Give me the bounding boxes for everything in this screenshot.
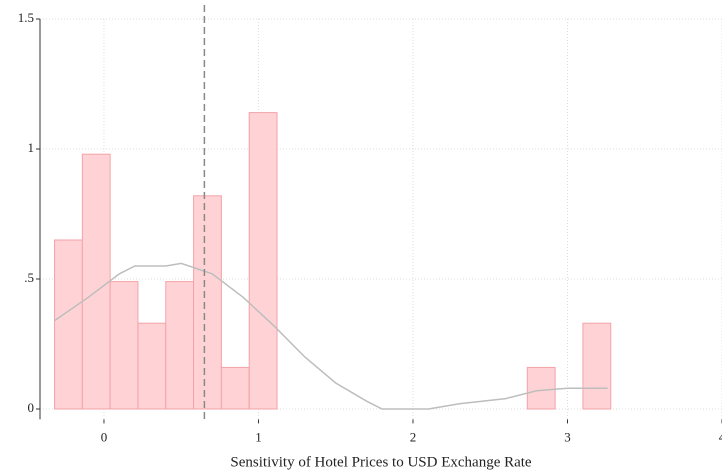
bar [165,281,195,410]
bar [220,366,250,410]
bar [193,195,222,410]
bar [137,322,167,410]
x-tick-label: 0 [101,429,108,444]
x-tick-label: 4 [719,429,722,444]
y-tick-label: 0 [28,400,35,415]
bar [526,366,556,410]
bar [582,322,612,410]
bar [248,112,278,410]
y-tick-label: .5 [24,270,34,285]
x-tick-label: 3 [564,429,571,444]
bar [54,239,83,410]
density-line [54,262,608,410]
y-tick-label: 1.5 [18,10,34,25]
x-tick-label: 1 [255,429,262,444]
x-tick-label: 2 [410,429,417,444]
bar [81,153,111,410]
bar [109,281,139,410]
y-tick-label: 1 [28,140,35,155]
x-axis-label: Sensitivity of Hotel Prices to USD Excha… [230,454,532,470]
